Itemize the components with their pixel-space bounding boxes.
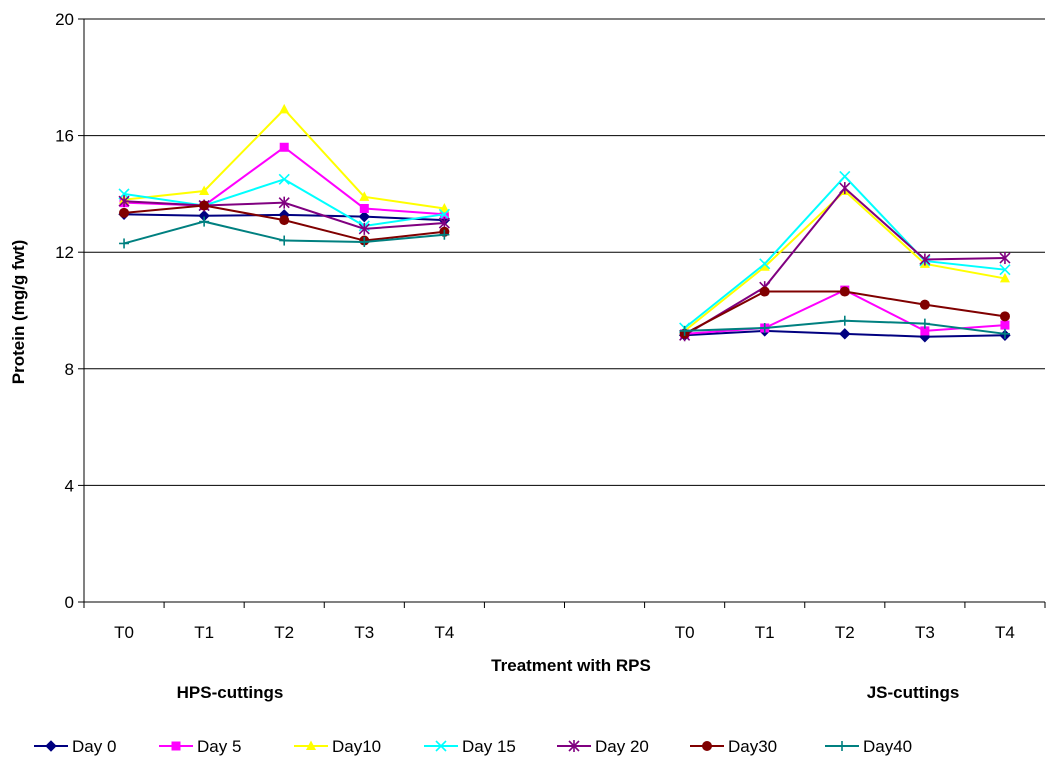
series-day10 (119, 103, 1010, 335)
legend-item: Day 5 (159, 737, 241, 756)
series-day-5 (119, 142, 1010, 339)
legend-item: Day 20 (557, 737, 649, 756)
data-point (837, 741, 847, 751)
legend-item: Day 0 (34, 737, 116, 756)
y-tick-label: 4 (65, 476, 74, 495)
legend-label: Day 20 (595, 737, 649, 756)
data-point (839, 315, 850, 326)
data-point (279, 142, 289, 152)
x-tick-label: T4 (434, 623, 454, 642)
data-point (45, 740, 57, 752)
data-point (358, 210, 370, 223)
x-tick-label: T2 (274, 623, 294, 642)
y-axis-title: Protein (mg/g fwt) (9, 240, 28, 384)
group-label-hps: HPS-cuttings (177, 683, 284, 702)
legend-label: Day40 (863, 737, 912, 756)
data-point (278, 173, 290, 185)
data-point (839, 170, 851, 182)
data-point (439, 202, 450, 213)
data-point (279, 215, 290, 226)
x-tick-label: T4 (995, 623, 1015, 642)
y-tick-label: 8 (65, 360, 74, 379)
data-point (199, 200, 210, 211)
legend-item: Day 15 (424, 737, 516, 756)
y-tick-label: 20 (55, 10, 74, 29)
data-point (1000, 320, 1010, 330)
legend-item: Day40 (825, 737, 912, 756)
data-point (439, 229, 450, 240)
series-line (684, 186, 1005, 337)
data-point (999, 272, 1010, 283)
data-point (171, 741, 181, 751)
legend-label: Day 15 (462, 737, 516, 756)
legend-label: Day 5 (197, 737, 241, 756)
data-point (279, 235, 290, 246)
x-tick-label: T2 (835, 623, 855, 642)
x-tick-label: T1 (194, 623, 214, 642)
data-point (278, 196, 290, 209)
legend-label: Day10 (332, 737, 381, 756)
data-point (839, 286, 850, 297)
data-point (359, 191, 370, 201)
data-point (118, 195, 130, 208)
data-point (999, 311, 1010, 322)
axes (78, 18, 1046, 608)
data-point (759, 261, 770, 271)
data-point (920, 326, 930, 336)
x-axis-title: Treatment with RPS (491, 656, 651, 675)
group-label-js: JS-cuttings (867, 683, 960, 702)
legend-item: Day10 (294, 737, 381, 756)
x-tick-labels: T0 T1 T2 T3 T4 T0 T1 T2 T3 T4 (114, 623, 1015, 642)
data-point (679, 325, 690, 336)
series-line (123, 107, 445, 210)
gridlines (84, 18, 1045, 486)
data-point (999, 328, 1010, 339)
data-point (306, 740, 316, 750)
data-point (119, 238, 130, 249)
legend-item: Day30 (690, 737, 777, 756)
data-point (919, 253, 931, 266)
y-tick-label: 0 (65, 593, 74, 612)
data-point (919, 318, 930, 329)
data-point (702, 741, 712, 751)
series-day30 (119, 200, 1010, 339)
data-point (438, 208, 450, 220)
y-tick-labels: 0 4 8 12 16 20 (55, 10, 74, 612)
data-point (999, 252, 1011, 265)
data-point (839, 328, 851, 340)
data-point (759, 286, 770, 297)
x-tick-label: T3 (915, 623, 935, 642)
data-point (435, 740, 447, 752)
data-point (919, 299, 930, 310)
legend-label: Day30 (728, 737, 777, 756)
data-point (359, 236, 370, 247)
data-point (279, 103, 290, 114)
x-tick-label: T1 (755, 623, 775, 642)
data-point (119, 207, 130, 218)
data-point (759, 322, 770, 333)
data-point (199, 216, 210, 227)
series-day-20 (118, 182, 1011, 342)
series-day40 (119, 216, 1010, 339)
data-point (839, 182, 851, 195)
data-point (199, 185, 210, 195)
data-point (359, 203, 369, 213)
series-day-15 (118, 170, 1011, 334)
data-point (999, 264, 1011, 276)
y-tick-label: 12 (55, 243, 74, 262)
legend-label: Day 0 (72, 737, 116, 756)
x-tick-label: T3 (354, 623, 374, 642)
x-tick-label: T0 (114, 623, 134, 642)
legend: Day 0 Day 5 Day10 Day 15 Day 20 Day30 Day40 (34, 737, 912, 756)
data-point (759, 258, 771, 270)
series-lines (118, 103, 1011, 343)
data-point (568, 740, 580, 752)
y-tick-label: 16 (55, 127, 74, 146)
x-tick-label: T0 (675, 623, 695, 642)
data-point (358, 222, 370, 235)
